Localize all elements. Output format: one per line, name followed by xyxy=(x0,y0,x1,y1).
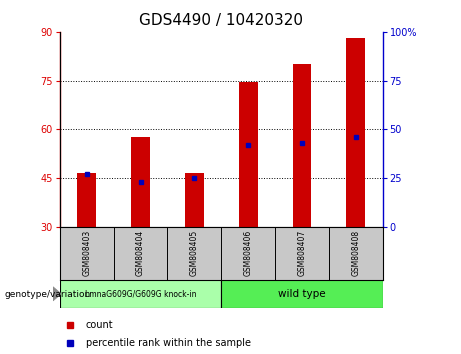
Bar xyxy=(346,38,365,227)
Text: GSM808404: GSM808404 xyxy=(136,230,145,276)
Text: GSM808408: GSM808408 xyxy=(351,230,360,276)
Title: GDS4490 / 10420320: GDS4490 / 10420320 xyxy=(139,13,303,28)
Text: LmnaG609G/G609G knock-in: LmnaG609G/G609G knock-in xyxy=(85,289,196,298)
Text: count: count xyxy=(86,320,113,330)
Polygon shape xyxy=(53,287,61,301)
Text: GSM808403: GSM808403 xyxy=(83,230,91,276)
Text: GSM808407: GSM808407 xyxy=(297,230,307,276)
Bar xyxy=(185,173,204,227)
Text: GSM808406: GSM808406 xyxy=(244,230,253,276)
Bar xyxy=(221,280,383,308)
Text: percentile rank within the sample: percentile rank within the sample xyxy=(86,338,251,348)
Bar xyxy=(239,82,258,227)
Text: wild type: wild type xyxy=(278,289,326,299)
Text: genotype/variation: genotype/variation xyxy=(5,290,91,299)
Bar xyxy=(293,64,311,227)
Text: GSM808405: GSM808405 xyxy=(190,230,199,276)
Bar xyxy=(131,137,150,227)
Bar xyxy=(60,280,221,308)
Bar xyxy=(77,173,96,227)
